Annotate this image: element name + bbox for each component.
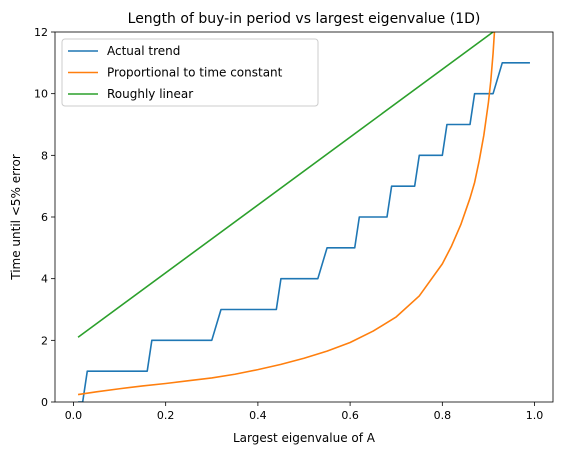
y-tick-label: 12 bbox=[34, 26, 48, 39]
legend-label-2: Proportional to time constant bbox=[107, 66, 283, 80]
x-axis-label: Largest eigenvalue of A bbox=[233, 431, 376, 445]
y-tick-label: 6 bbox=[41, 211, 48, 224]
x-tick-label: 0.2 bbox=[157, 409, 175, 422]
legend-label-1: Actual trend bbox=[107, 44, 180, 58]
x-axis-ticks: 0.0 0.2 0.4 0.6 0.8 1.0 bbox=[65, 402, 544, 422]
plot-frame bbox=[54, 31, 554, 403]
y-axis-ticks: 0 2 4 6 8 10 12 bbox=[34, 26, 55, 409]
x-tick-label: 0.0 bbox=[65, 409, 83, 422]
legend: Actual trend Proportional to time constan… bbox=[61, 38, 319, 107]
legend-box bbox=[61, 38, 319, 107]
series-line-1 bbox=[78, 62, 530, 402]
y-tick-label: 8 bbox=[41, 149, 48, 162]
y-axis-label: Time until <5% error bbox=[9, 154, 23, 281]
y-tick-label: 10 bbox=[34, 88, 48, 101]
chart-title: Length of buy-in period vs largest eigen… bbox=[128, 11, 481, 27]
legend-label-3: Roughly linear bbox=[107, 87, 193, 101]
y-tick-label: 4 bbox=[41, 273, 48, 286]
series-layer bbox=[77, 32, 530, 402]
series-line-2 bbox=[77, 32, 496, 396]
series-line-3 bbox=[77, 32, 494, 338]
x-tick-label: 1.0 bbox=[526, 409, 544, 422]
x-tick-label: 0.4 bbox=[249, 409, 267, 422]
y-tick-label: 2 bbox=[41, 334, 48, 347]
x-tick-label: 0.6 bbox=[341, 409, 359, 422]
y-tick-label: 0 bbox=[41, 396, 48, 409]
x-tick-label: 0.8 bbox=[434, 409, 452, 422]
